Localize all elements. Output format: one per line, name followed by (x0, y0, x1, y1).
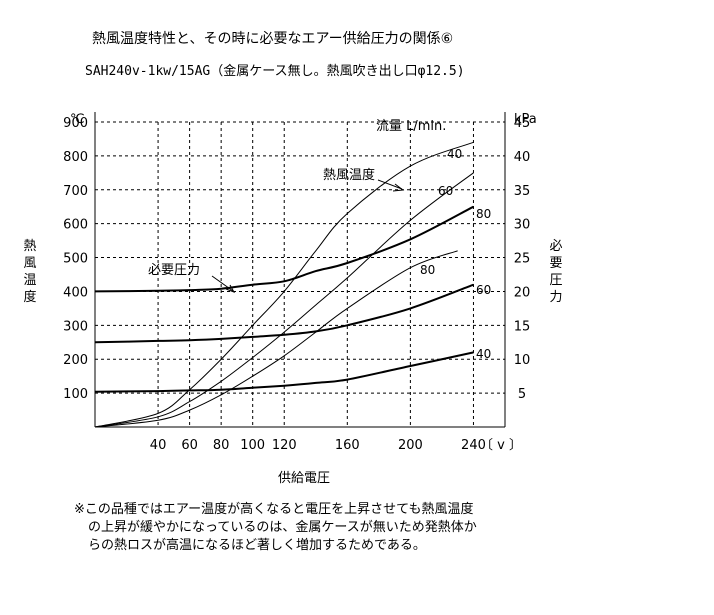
pressure-series-label-60: 60 (476, 283, 491, 297)
temp-group-label: 熱風温度 (323, 167, 375, 183)
pressure-group-leader (211, 275, 234, 292)
x-tick-label-3: 100 (240, 438, 265, 453)
right-tick-label-8: 45 (514, 116, 531, 131)
left-tick-label-5: 600 (63, 218, 88, 233)
temp-series-label-40: 40 (447, 147, 462, 161)
temp-group-leader (377, 179, 403, 190)
right-tick-label-1: 10 (514, 353, 531, 368)
left-axis-label: 熱風温度 (23, 239, 37, 305)
left-tick-label-4: 500 (63, 252, 88, 267)
x-tick-label-7: 240 (461, 438, 486, 453)
right-tick-labels: 5 10 15 20 25 30 35 40 45 (514, 116, 531, 402)
x-axis-label: 供給電圧 (278, 471, 331, 486)
x-axis-unit: 〔 v 〕 (480, 438, 522, 453)
pressure-group-label: 必要圧力 (148, 263, 200, 278)
series-labels: ℃ kPa 〔 v 〕 流量 L/min. 熱風温度 必要圧力 40 60 80… (70, 112, 537, 453)
x-tick-label-1: 60 (181, 438, 198, 453)
right-axis-label: 必要圧力 (549, 239, 563, 305)
footnote-line-2: の上昇が緩やかになっているのは、金属ケースが無いため発熱体か (88, 520, 477, 535)
flow-label: 流量 L/min. (376, 119, 446, 134)
right-tick-label-3: 20 (514, 285, 531, 300)
right-tick-label-2: 15 (514, 319, 531, 334)
left-tick-labels: 100 200 300 400 500 600 700 800 900 (63, 116, 88, 402)
left-tick-label-1: 200 (63, 353, 88, 368)
pressure-line-60 (94, 283, 474, 344)
chart-title: 熱風温度特性と、その時に必要なエアー供給圧力の関係⑥ (92, 31, 454, 47)
left-tick-label-2: 300 (63, 319, 88, 334)
left-tick-label-3: 400 (63, 285, 88, 300)
left-axis-unit: ℃ (70, 112, 85, 127)
temp-line-60 (94, 172, 474, 428)
chart-svg: 40 60 80 100 120 160 200 240 100 200 300 400 500 600… (63, 112, 537, 453)
temperature-lines (94, 141, 474, 428)
temp-line-40 (94, 141, 474, 428)
chart-subtitle: SAH240v-1kw/15AG（金属ケース無し。熱風吹き出し口φ12.5) (85, 64, 465, 79)
left-tick-label-6: 700 (63, 184, 88, 199)
temp-series-label-80: 80 (420, 263, 435, 277)
x-tick-label-6: 200 (398, 438, 423, 453)
right-axis-unit: kPa (514, 112, 537, 127)
left-tick-label-0: 100 (63, 387, 88, 402)
pressure-group-arrowhead (225, 284, 236, 293)
grid (95, 121, 505, 427)
right-tick-label-7: 40 (514, 150, 531, 165)
footnote: ※この品種ではエアー温度が高くなると電圧を上昇させても熱風温度 の上昇が緩やかに… (74, 501, 584, 555)
right-tick-label-6: 35 (514, 184, 531, 199)
pressure-series-label-80: 80 (476, 207, 491, 221)
plot-frame (94, 112, 506, 428)
pressure-lines (94, 205, 474, 393)
right-tick-label-4: 25 (514, 252, 531, 267)
x-tick-label-5: 160 (335, 438, 360, 453)
x-tick-label-4: 120 (272, 438, 297, 453)
left-tick-label-8: 900 (63, 116, 88, 131)
pressure-series-label-40: 40 (476, 347, 491, 361)
left-tick-label-7: 800 (63, 150, 88, 165)
temp-group-arrowhead (392, 183, 405, 192)
pressure-line-80 (94, 205, 474, 293)
temp-series-label-60: 60 (438, 184, 453, 198)
footnote-line-3: らの熱ロスが高温になるほど著しく増加するためである。 (88, 538, 426, 553)
temp-line-80 (94, 250, 458, 428)
x-tick-label-2: 80 (213, 438, 230, 453)
pressure-line-40 (94, 351, 474, 393)
right-tick-label-5: 30 (514, 218, 531, 233)
right-tick-label-0: 5 (518, 387, 526, 402)
x-tick-label-0: 40 (150, 438, 167, 453)
x-tick-labels: 40 60 80 100 120 160 200 240 (150, 438, 486, 453)
footnote-line-1: ※この品種ではエアー温度が高くなると電圧を上昇させても熱風温度 (74, 502, 474, 517)
